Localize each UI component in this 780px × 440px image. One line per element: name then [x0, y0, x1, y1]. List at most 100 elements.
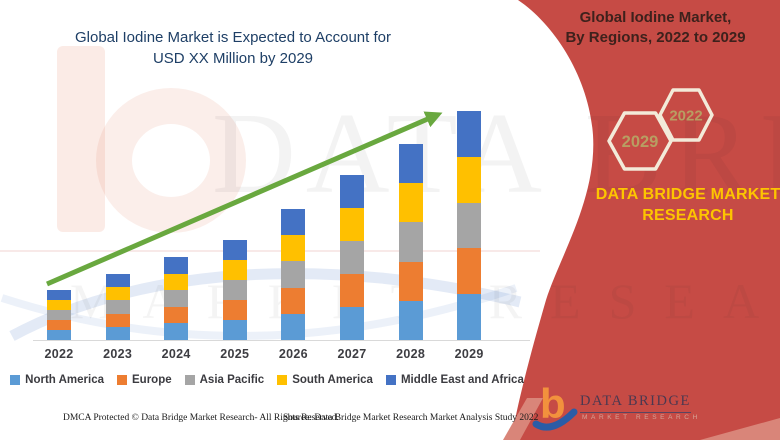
stacked-bar-2023 — [105, 274, 130, 340]
legend-item-north-america: North America — [10, 374, 104, 386]
chart-title: Global Iodine Market is Expected to Acco… — [33, 27, 433, 69]
bar-segment-asia-pacific-2023 — [105, 300, 130, 314]
bar-segment-north-america-2026 — [281, 313, 306, 340]
x-axis-label-2029: 2029 — [454, 347, 484, 361]
footer-dmca: DMCA Protected © Data Bridge Market Rese… — [63, 413, 339, 423]
bar-segment-middle-east-and-africa-2029 — [457, 111, 482, 157]
x-axis-label-2022: 2022 — [44, 347, 74, 361]
bar-segment-south-america-2028 — [398, 183, 423, 223]
logo-name-text: DATA BRIDGE — [580, 393, 691, 413]
bar-segment-middle-east-and-africa-2024 — [164, 257, 189, 274]
brand-wordmark-line1: DATA BRIDGE MARKET — [595, 186, 780, 203]
legend-swatch-south-america — [277, 375, 288, 385]
bar-segment-europe-2027 — [340, 274, 364, 307]
legend-label-south-america: South America — [292, 374, 373, 386]
bar-segment-europe-2023 — [105, 313, 130, 327]
legend-item-middle-east-and-africa: Middle East and Africa — [385, 374, 524, 386]
legend-item-asia-pacific: Asia Pacific — [184, 374, 265, 386]
right-panel-heading-line2: By Regions, 2022 to 2029 — [565, 29, 746, 46]
brand-wordmark: DATA BRIDGE MARKET RESEARCH — [583, 184, 780, 226]
bar-segment-middle-east-and-africa-2028 — [398, 144, 423, 184]
bar-segment-asia-pacific-2024 — [164, 290, 189, 307]
legend-label-europe: Europe — [132, 374, 172, 386]
logo-swoosh — [532, 408, 578, 431]
stacked-bar-2029 — [457, 111, 482, 340]
chart-title-line2: USD XX Million by 2029 — [152, 50, 314, 67]
bar-segment-south-america-2023 — [105, 287, 130, 301]
x-axis-label-2024: 2024 — [161, 347, 191, 361]
x-axis-label-2023: 2023 — [103, 347, 133, 361]
chart-legend: North America Europe Asia Pacific South Ame… — [10, 374, 524, 386]
red-accent-stripe — [503, 398, 543, 440]
legend-label-asia-pacific: Asia Pacific — [199, 374, 265, 386]
brand-wordmark-line2: RESEARCH — [642, 207, 734, 224]
legend-label-north-america: North America — [25, 374, 104, 386]
stacked-bar-2022 — [47, 290, 71, 340]
stacked-bar-2028 — [398, 144, 423, 340]
hexagon-2022 — [658, 88, 714, 142]
legend-swatch-middle-east-and-africa — [385, 375, 396, 385]
bar-segment-asia-pacific-2028 — [398, 222, 423, 262]
bar-segment-north-america-2027 — [340, 307, 364, 340]
bar-segment-middle-east-and-africa-2027 — [340, 175, 364, 208]
x-axis-label-2026: 2026 — [278, 347, 308, 361]
bar-segment-south-america-2024 — [164, 273, 189, 291]
bar-segment-south-america-2022 — [47, 300, 71, 310]
bar-segment-north-america-2025 — [222, 320, 247, 340]
bar-segment-north-america-2023 — [105, 326, 130, 340]
legend-swatch-north-america — [10, 375, 21, 385]
x-axis-label-2025: 2025 — [220, 347, 250, 361]
red-panel-path — [511, 0, 780, 440]
bar-segment-asia-pacific-2029 — [457, 202, 482, 249]
bar-segment-europe-2028 — [398, 261, 423, 301]
bar-segment-europe-2026 — [281, 287, 306, 314]
right-panel-heading: Global Iodine Market, By Regions, 2022 t… — [553, 8, 758, 48]
legend-item-south-america: South America — [277, 374, 373, 386]
chart-title-line1: Global Iodine Market is Expected to Acco… — [74, 29, 391, 46]
bar-segment-asia-pacific-2027 — [340, 241, 364, 274]
bar-segment-asia-pacific-2022 — [47, 310, 71, 320]
bar-segment-europe-2025 — [222, 300, 247, 320]
bar-segment-middle-east-and-africa-2023 — [105, 274, 130, 288]
dbmr-logo-icon: b — [532, 384, 578, 431]
bar-segment-middle-east-and-africa-2026 — [281, 209, 306, 236]
bar-segment-asia-pacific-2025 — [222, 280, 247, 300]
stacked-bar-2026 — [281, 209, 306, 340]
legend-swatch-asia-pacific — [184, 375, 195, 385]
red-accent-corner — [700, 418, 780, 440]
stacked-bar-2025 — [222, 240, 247, 340]
bar-segment-middle-east-and-africa-2022 — [47, 290, 71, 300]
bar-segment-north-america-2029 — [457, 294, 482, 340]
legend-item-europe: Europe — [117, 374, 172, 386]
bar-segment-south-america-2025 — [222, 260, 247, 280]
bar-segment-asia-pacific-2026 — [281, 261, 306, 288]
stacked-bar-2027 — [340, 175, 364, 340]
bar-segment-south-america-2027 — [340, 208, 364, 241]
bar-segment-europe-2022 — [47, 320, 71, 330]
legend-label-middle-east-and-africa: Middle East and Africa — [400, 374, 524, 386]
bar-segment-europe-2029 — [457, 248, 482, 295]
legend-swatch-europe — [117, 375, 127, 385]
x-axis-label-2028: 2028 — [396, 347, 426, 361]
bar-segment-south-america-2029 — [457, 156, 482, 203]
hexagon-badges: 2022 2029 — [607, 88, 714, 171]
right-panel-heading-line1: Global Iodine Market, — [579, 9, 732, 26]
bar-segment-middle-east-and-africa-2025 — [222, 240, 247, 260]
x-axis-line — [33, 340, 530, 341]
x-axis-label-2027: 2027 — [337, 347, 367, 361]
stacked-bar-2024 — [164, 257, 189, 340]
bar-segment-north-america-2022 — [47, 330, 71, 340]
bar-segment-north-america-2028 — [398, 300, 423, 340]
footer-source: Source: Data Bridge Market Research Mark… — [283, 413, 539, 423]
bar-segment-south-america-2026 — [281, 235, 306, 262]
dbmr-logo: b DATA BRIDGE MARKET RESEARCH — [532, 384, 722, 436]
logo-subtitle-text: MARKET RESEARCH — [582, 414, 701, 421]
hexagon-2029 — [607, 111, 673, 171]
hexagon-2022-label: 2022 — [669, 108, 702, 125]
hexagon-2029-label: 2029 — [622, 133, 659, 151]
bar-segment-europe-2024 — [164, 306, 189, 324]
bar-segment-north-america-2024 — [164, 323, 189, 340]
